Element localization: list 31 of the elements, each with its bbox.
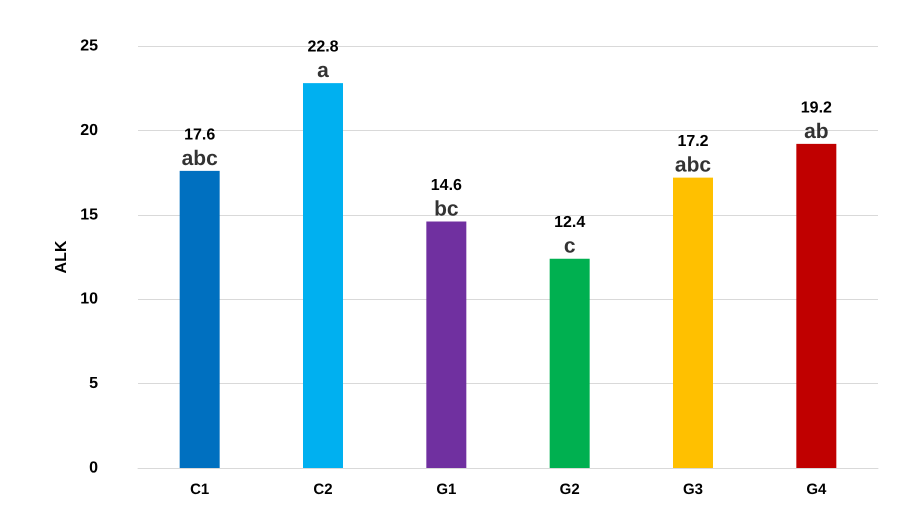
y-tick-label: 5 — [89, 375, 98, 392]
annotation: abc — [674, 154, 712, 177]
x-tick-label: G2 — [560, 481, 580, 498]
data-label: 17.2 — [677, 133, 709, 150]
bar — [180, 170, 220, 468]
annotation: bc — [434, 198, 459, 221]
bar — [673, 178, 713, 468]
bar — [550, 258, 590, 468]
y-tick-label: 15 — [80, 206, 98, 224]
annotation: ab — [804, 120, 829, 143]
x-tick-label: G1 — [436, 481, 456, 498]
y-tick-label: 0 — [89, 460, 98, 476]
bar — [303, 83, 343, 468]
bar — [796, 144, 836, 468]
x-tick-label: G3 — [682, 481, 704, 498]
annotation: c — [564, 234, 576, 258]
y-axis-title: ALK — [52, 240, 70, 274]
data-label: 22.8 — [307, 38, 339, 56]
data-label: 12.4 — [554, 214, 586, 232]
y-tick-label: 25 — [80, 38, 98, 54]
data-label: 19.2 — [800, 99, 832, 116]
y-tick-label: 20 — [80, 122, 98, 139]
data-label: 14.6 — [430, 177, 462, 194]
data-label: 17.6 — [184, 126, 216, 144]
bar — [426, 222, 466, 468]
annotation: abc — [182, 146, 218, 170]
annotation: a — [317, 59, 330, 82]
x-tick-label: C2 — [313, 481, 333, 498]
x-tick-label: G4 — [806, 481, 827, 498]
x-tick-label: C1 — [190, 481, 210, 498]
y-tick-label: 10 — [80, 290, 98, 308]
